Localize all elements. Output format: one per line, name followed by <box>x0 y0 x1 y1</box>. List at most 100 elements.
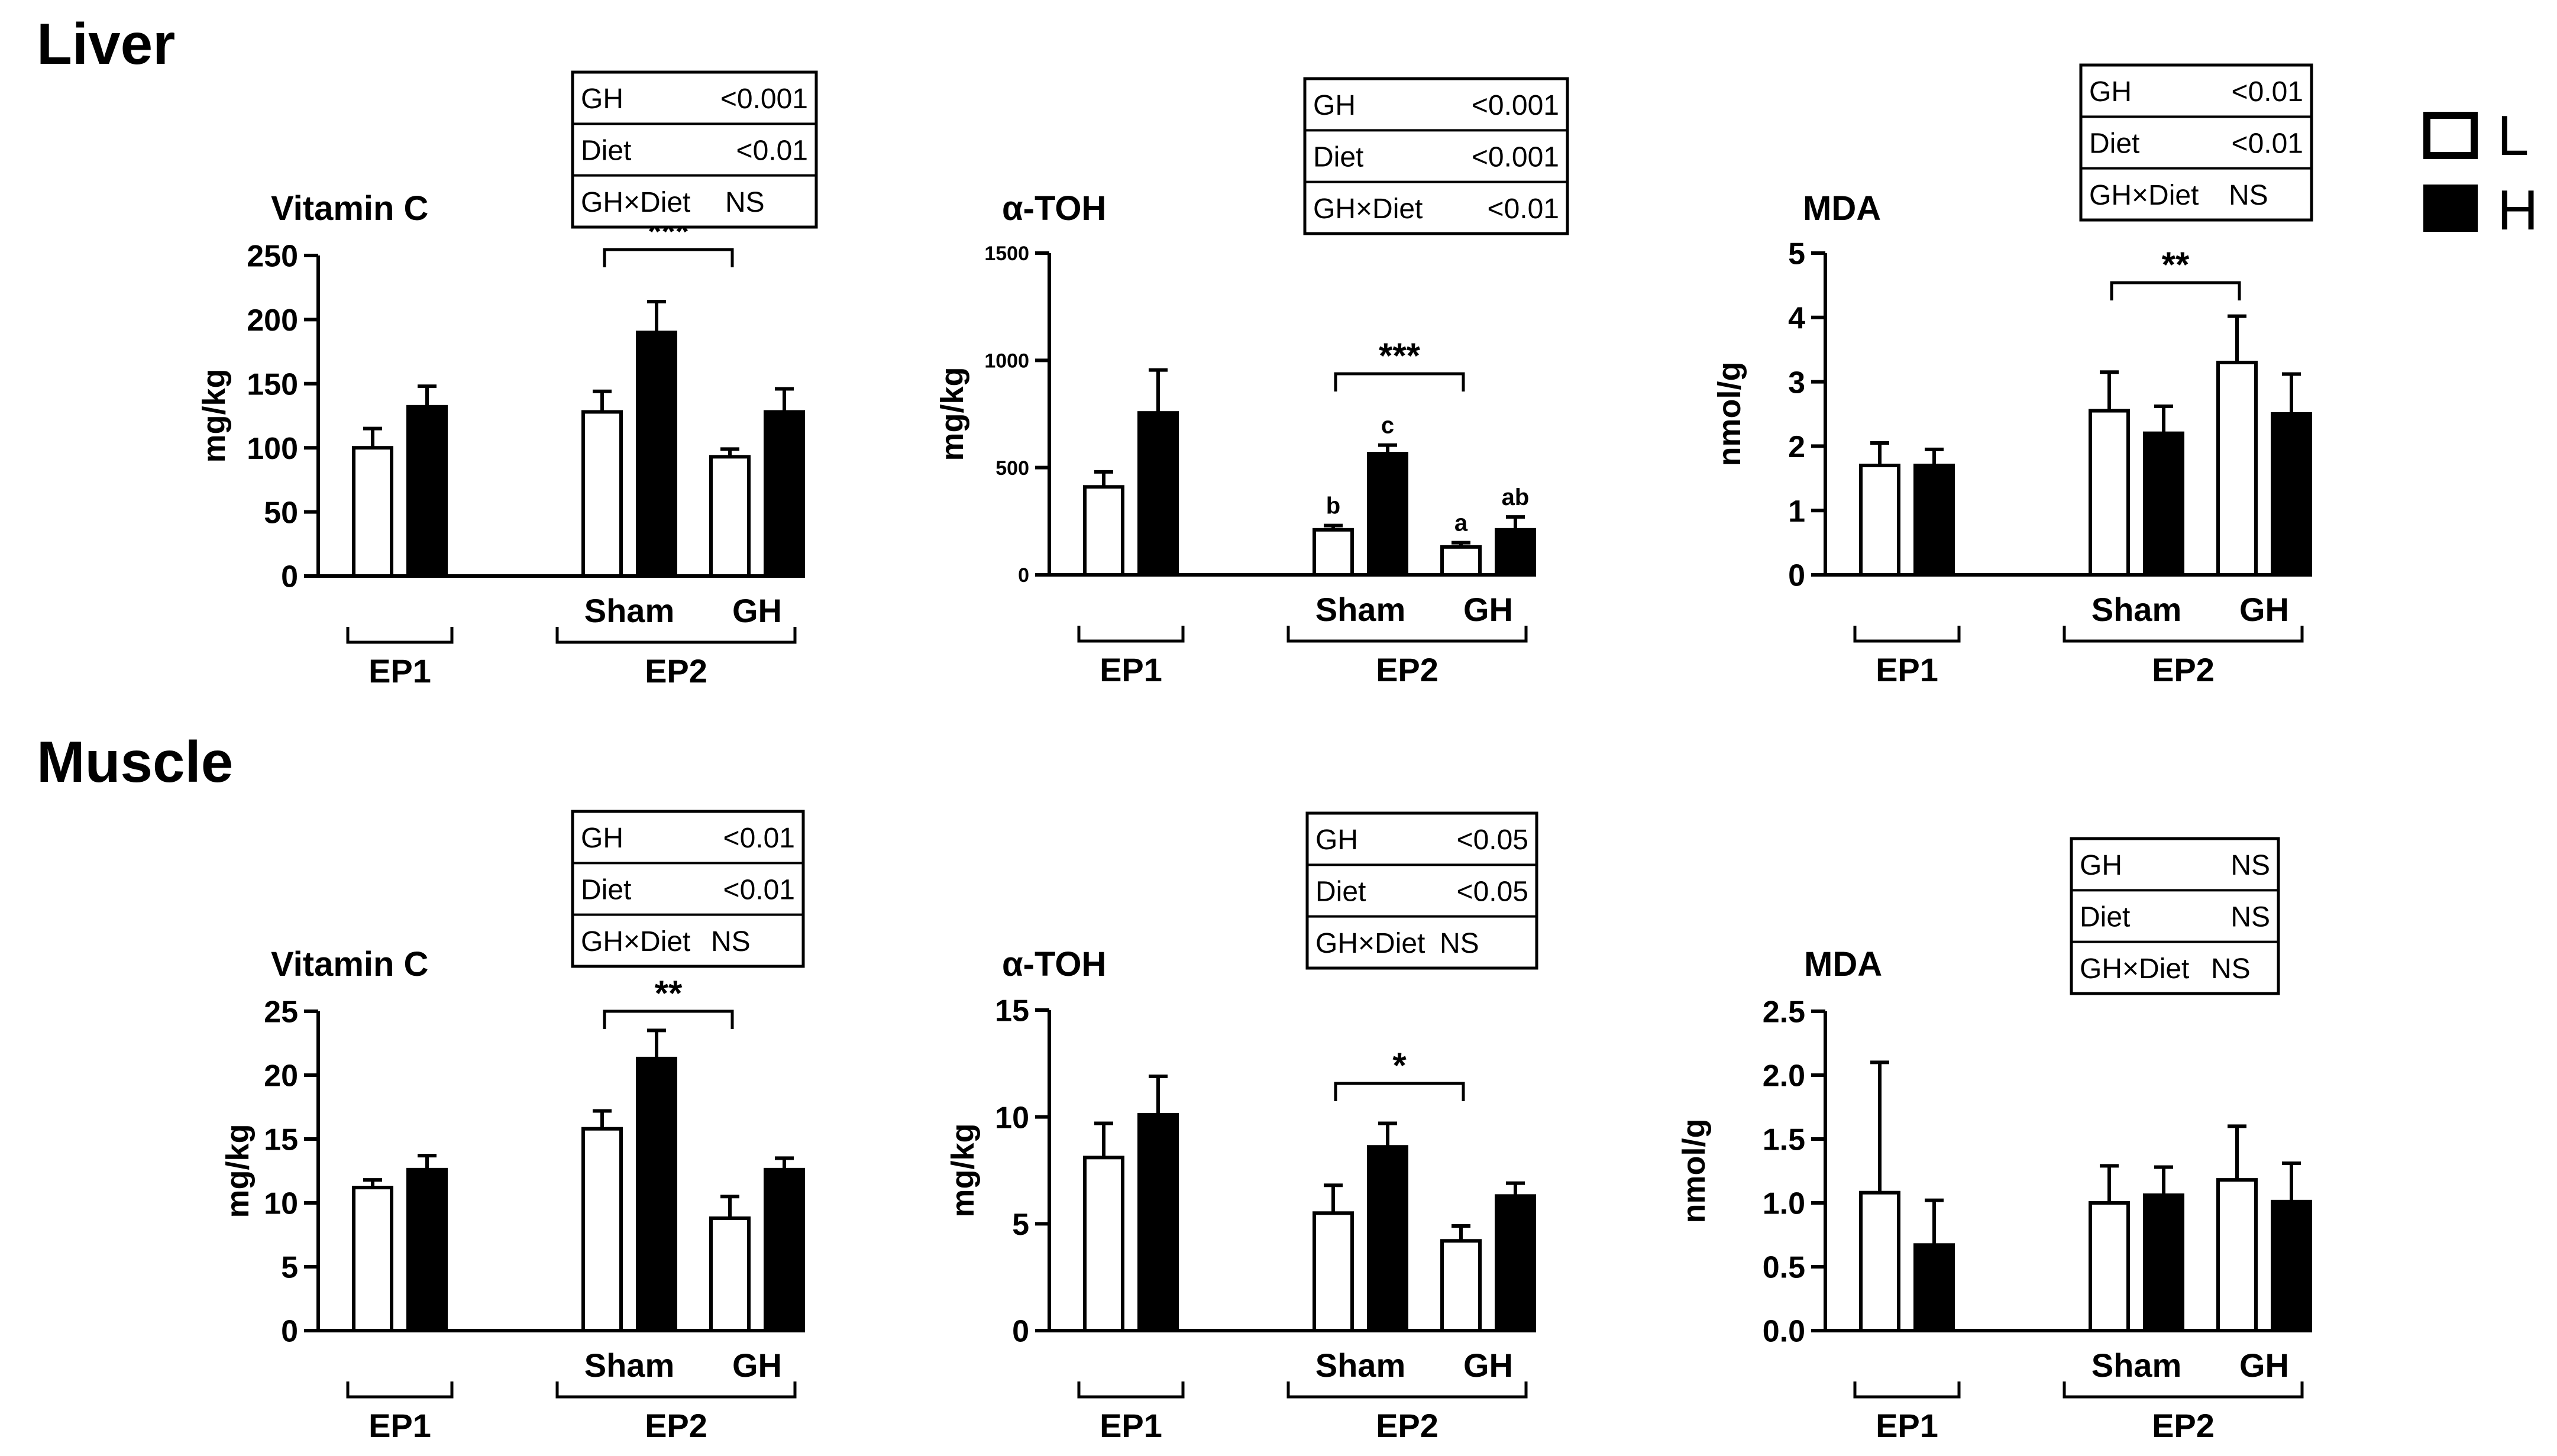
bracket-ep1 <box>346 627 454 644</box>
bar-l-ep1 <box>1083 485 1124 577</box>
chart-4: α-TOH mg/kg 0 5 10 15 Sham GH EP1 EP2 * GH <0.05 Diet… <box>945 811 1538 1444</box>
bar-h-gh <box>764 1167 805 1332</box>
bar-h-gh <box>1495 528 1536 577</box>
y-tick-label: 2.0 <box>1763 1059 1805 1093</box>
bar-h-ep1 <box>1137 1113 1179 1332</box>
legend-swatch-h <box>2423 185 2478 232</box>
stats-pvalue: <0.001 <box>1472 141 1559 173</box>
stats-factor: GH×Diet <box>581 926 690 957</box>
section-title-liver: Liver <box>37 11 175 76</box>
y-tick-label: 0.5 <box>1763 1251 1805 1285</box>
y-tick-label: 50 <box>264 496 298 530</box>
y-tick-label: 0 <box>1012 1315 1029 1349</box>
bracket-ep2 <box>2063 626 2304 643</box>
stats-factor: Diet <box>1313 141 1363 173</box>
bar-h-ep1 <box>1913 1243 1955 1333</box>
chart-title: α-TOH <box>1002 945 1106 983</box>
group-label-ep1: EP1 <box>1876 1407 1938 1444</box>
y-tick-label: 10 <box>995 1101 1029 1135</box>
y-tick-label: 0 <box>1788 559 1805 593</box>
bar-h-ep1 <box>1913 464 1955 577</box>
group-label-ep1: EP1 <box>368 1407 431 1444</box>
subgroup-label-gh: GH <box>1463 591 1513 628</box>
significance-label: * <box>1392 1046 1407 1085</box>
chart-3: Vitamin C mg/kg 0 5 10 15 20 25 Sham GH EP1 EP2 ** GH… <box>220 810 805 1444</box>
group-letter: c <box>1381 413 1394 439</box>
bar-l-gh <box>709 455 751 578</box>
bar-l-sham <box>1313 1211 1354 1332</box>
stats-factor: GH <box>1313 90 1356 121</box>
bracket-ep2 <box>1286 626 1528 643</box>
y-tick-label: 5 <box>281 1251 298 1285</box>
stats-pvalue: <0.05 <box>1457 824 1528 856</box>
y-tick-label: 15 <box>995 994 1029 1028</box>
chart-title: Vitamin C <box>271 189 428 228</box>
y-axis-label: mg/kg <box>196 368 232 462</box>
stats-factor: GH <box>2089 76 2132 108</box>
stats-factor: Diet <box>2080 901 2130 933</box>
legend-swatch-l <box>2423 112 2478 159</box>
significance-label: *** <box>1379 336 1421 376</box>
y-tick-label: 20 <box>264 1059 298 1093</box>
stats-pvalue: NS <box>1440 928 1479 959</box>
bar-h-sham <box>1367 452 1408 577</box>
bar-l-sham <box>581 1127 623 1332</box>
significance-bracket <box>603 1010 734 1029</box>
bar-h-ep1 <box>1137 411 1179 577</box>
stats-pvalue: <0.01 <box>2232 128 2303 159</box>
y-tick-label: 0 <box>281 560 298 594</box>
bar-h-gh <box>2271 412 2312 577</box>
group-label-ep2: EP2 <box>1376 651 1438 688</box>
subgroup-label-gh: GH <box>732 1347 782 1384</box>
stats-factor: GH <box>1315 824 1358 856</box>
bar-h-gh <box>2271 1199 2312 1332</box>
bar-l-gh <box>1440 545 1482 577</box>
y-tick-label: 3 <box>1788 365 1805 400</box>
stats-factor: Diet <box>581 874 631 905</box>
y-tick-label: 10 <box>264 1187 298 1221</box>
y-tick-label: 100 <box>247 432 298 466</box>
chart-0: Vitamin C mg/kg 0 50 100 150 200 250 Sham GH EP1 EP… <box>196 70 818 690</box>
subgroup-label-sham: Sham <box>2091 1347 2182 1384</box>
bar-l-gh <box>1440 1239 1482 1332</box>
stats-pvalue: <0.001 <box>1472 90 1559 121</box>
y-axis-label: nmol/g <box>1676 1119 1712 1224</box>
chart-1: α-TOH mg/kg 0 500 1000 1500 b c a ab Sham GH EP1 EP2 *… <box>935 77 1569 688</box>
bar-l-ep1 <box>1083 1156 1124 1332</box>
stats-box <box>571 810 805 968</box>
stats-factor: GH <box>581 823 623 854</box>
section-title-muscle: Muscle <box>37 729 233 794</box>
y-tick-label: 0 <box>281 1315 298 1349</box>
stats-pvalue: NS <box>2211 953 2251 985</box>
subgroup-label-sham: Sham <box>584 592 675 629</box>
stats-box <box>2070 837 2280 995</box>
legend-label-h: H <box>2497 179 2538 242</box>
stats-pvalue: <0.01 <box>723 874 795 905</box>
subgroup-label-gh: GH <box>2239 591 2289 628</box>
bracket-ep1 <box>1077 626 1185 643</box>
stats-box <box>571 70 818 229</box>
bar-l-gh <box>2216 360 2258 577</box>
stats-pvalue: <0.001 <box>720 83 808 115</box>
subgroup-label-gh: GH <box>2239 1347 2289 1384</box>
subgroup-label-sham: Sham <box>1315 591 1406 628</box>
bar-h-gh <box>1495 1194 1536 1332</box>
chart-title: Vitamin C <box>271 945 428 983</box>
stats-pvalue: <0.05 <box>1457 876 1528 907</box>
y-axis-label: mg/kg <box>220 1124 256 1218</box>
significance-bracket <box>1334 1082 1465 1101</box>
y-axis-label: mg/kg <box>945 1123 981 1217</box>
group-label-ep1: EP1 <box>1876 651 1938 688</box>
bar-h-sham <box>2143 1193 2184 1333</box>
group-label-ep2: EP2 <box>2152 1407 2215 1444</box>
stats-factor: GH×Diet <box>581 187 690 218</box>
subgroup-label-sham: Sham <box>2091 591 2182 628</box>
stats-box <box>1305 811 1538 970</box>
group-letter: ab <box>1502 484 1530 510</box>
bracket-ep1 <box>346 1381 454 1399</box>
bar-h-sham <box>636 331 677 578</box>
chart-title: MDA <box>1804 945 1882 983</box>
subgroup-label-sham: Sham <box>584 1347 675 1384</box>
bar-h-ep1 <box>406 405 448 578</box>
y-axis-label: nmol/g <box>1712 362 1747 467</box>
